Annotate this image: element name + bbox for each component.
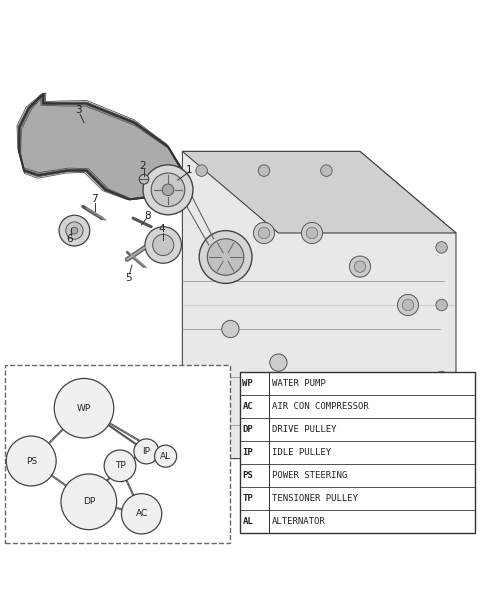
Circle shape (270, 354, 287, 371)
Circle shape (321, 165, 332, 176)
Text: 4: 4 (159, 224, 166, 234)
Text: 3: 3 (75, 105, 82, 115)
Circle shape (253, 223, 275, 243)
Polygon shape (19, 94, 182, 199)
Circle shape (222, 320, 239, 338)
Circle shape (397, 295, 419, 315)
Text: AC: AC (242, 402, 253, 411)
Circle shape (151, 173, 185, 207)
Circle shape (59, 215, 90, 246)
Circle shape (436, 434, 447, 445)
Circle shape (155, 445, 177, 467)
Circle shape (354, 261, 366, 272)
Text: TP: TP (242, 495, 253, 503)
Circle shape (306, 228, 318, 239)
Circle shape (6, 436, 56, 486)
Text: ALTERNATOR: ALTERNATOR (272, 517, 326, 526)
Circle shape (71, 228, 78, 234)
Polygon shape (182, 151, 456, 459)
Circle shape (436, 371, 447, 382)
Text: PS: PS (242, 472, 253, 481)
Text: 5: 5 (125, 273, 132, 282)
Circle shape (121, 493, 162, 534)
FancyBboxPatch shape (5, 365, 230, 543)
Text: WATER PUMP: WATER PUMP (272, 379, 326, 388)
Text: AL: AL (242, 517, 253, 526)
Text: DRIVE PULLEY: DRIVE PULLEY (272, 425, 336, 434)
Circle shape (196, 165, 207, 176)
Circle shape (134, 439, 159, 464)
Text: AIR CON COMPRESSOR: AIR CON COMPRESSOR (272, 402, 369, 411)
Circle shape (301, 223, 323, 243)
Circle shape (196, 434, 207, 445)
Text: DP: DP (242, 425, 253, 434)
Text: AC: AC (135, 509, 148, 518)
Circle shape (61, 474, 117, 529)
Polygon shape (182, 151, 456, 233)
Text: DP: DP (83, 497, 95, 506)
Text: 8: 8 (144, 211, 151, 221)
Circle shape (143, 165, 193, 215)
Text: IP: IP (242, 448, 253, 458)
Text: WP: WP (77, 404, 91, 413)
Circle shape (104, 450, 136, 482)
Text: 1: 1 (186, 165, 193, 174)
Text: POWER STEERING: POWER STEERING (272, 472, 348, 481)
Text: 6: 6 (66, 234, 73, 244)
Circle shape (318, 387, 335, 405)
Circle shape (349, 256, 371, 277)
FancyBboxPatch shape (240, 372, 475, 534)
Circle shape (199, 231, 252, 284)
Text: PS: PS (25, 456, 37, 465)
Circle shape (366, 421, 383, 439)
Text: TP: TP (115, 461, 125, 470)
Circle shape (145, 227, 181, 264)
Text: AL: AL (160, 451, 171, 461)
Text: WP: WP (242, 379, 253, 388)
Text: 2: 2 (140, 161, 146, 171)
Circle shape (436, 300, 447, 310)
Circle shape (162, 184, 174, 196)
Circle shape (207, 239, 244, 275)
Text: IP: IP (143, 447, 150, 456)
Circle shape (139, 174, 149, 184)
Circle shape (258, 228, 270, 239)
Circle shape (258, 165, 270, 176)
Circle shape (402, 300, 414, 310)
Text: TENSIONER PULLEY: TENSIONER PULLEY (272, 495, 358, 503)
Text: IDLE PULLEY: IDLE PULLEY (272, 448, 331, 458)
Circle shape (54, 378, 114, 438)
Circle shape (153, 234, 174, 256)
Circle shape (66, 222, 83, 239)
Circle shape (436, 242, 447, 253)
Text: 7: 7 (91, 195, 97, 204)
